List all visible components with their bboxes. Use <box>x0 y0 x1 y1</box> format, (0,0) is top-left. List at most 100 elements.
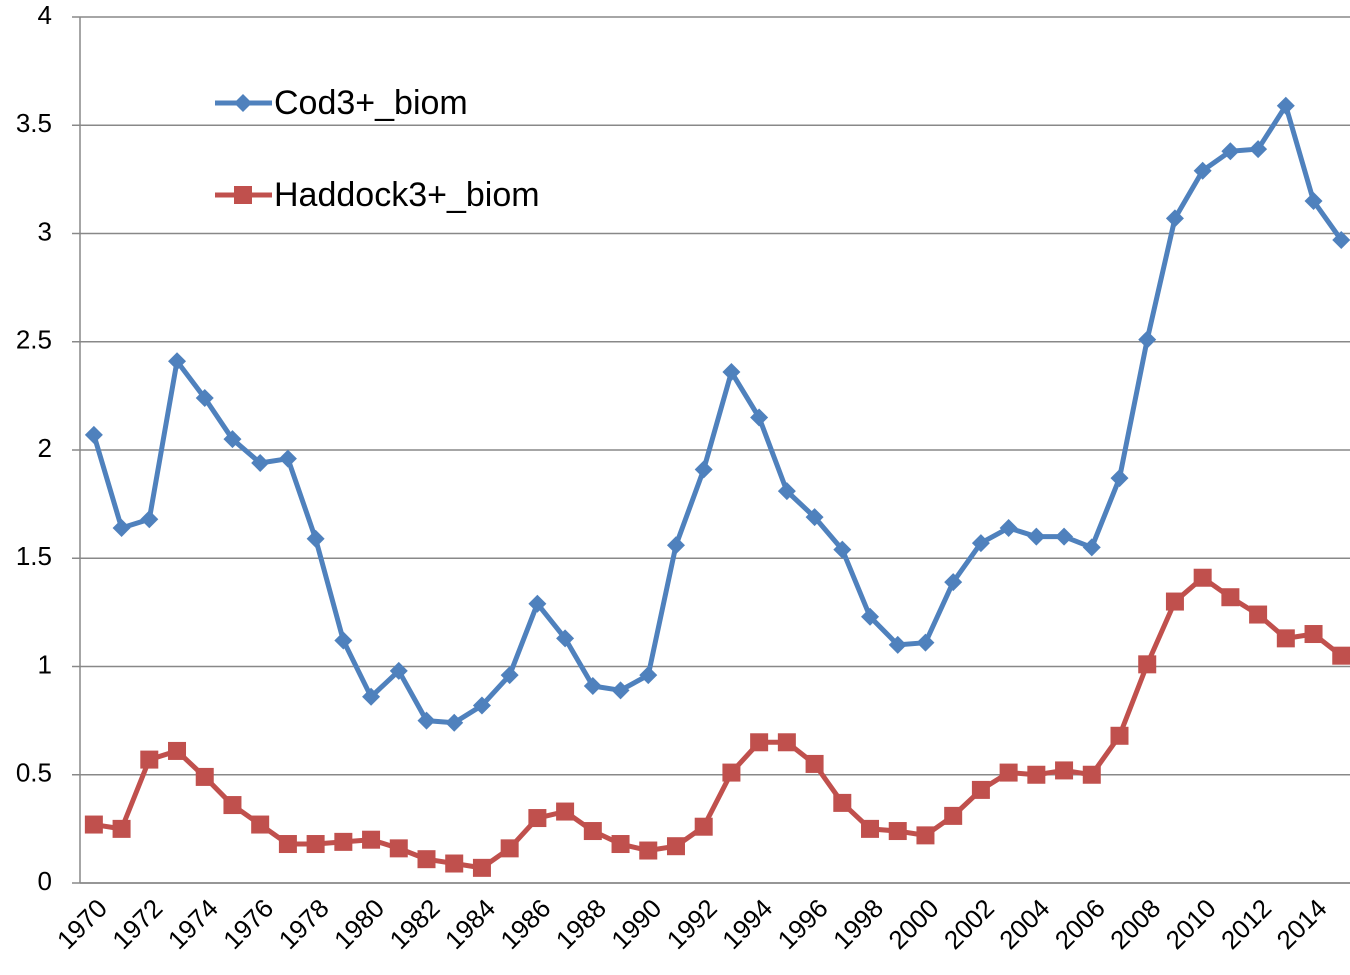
y-tick-label: 0 <box>38 866 52 896</box>
data-point <box>694 460 713 479</box>
y-tick-label: 2 <box>38 433 52 463</box>
data-point <box>223 796 242 815</box>
data-point <box>1027 527 1046 546</box>
data-point <box>1249 605 1268 624</box>
data-point <box>1276 96 1295 115</box>
y-tick-label: 4 <box>38 0 52 30</box>
data-point <box>362 830 381 849</box>
legend-marker <box>234 94 252 112</box>
y-tick-label: 2.5 <box>16 325 52 355</box>
data-point <box>639 666 658 685</box>
data-point <box>334 832 353 851</box>
series-line <box>93 575 1343 871</box>
data-point <box>112 518 131 537</box>
data-point <box>251 453 270 472</box>
y-tick-label: 0.5 <box>16 758 52 788</box>
data-point <box>777 733 796 752</box>
data-point <box>639 841 658 860</box>
data-point <box>722 363 741 382</box>
data-point <box>583 822 602 841</box>
data-point <box>861 607 880 626</box>
x-tick-label: 1984 <box>439 893 501 955</box>
data-point <box>1138 655 1157 674</box>
x-tick-label: 1980 <box>328 893 390 955</box>
data-point <box>389 661 408 680</box>
series-line <box>91 103 1344 726</box>
data-point <box>140 750 159 769</box>
data-point <box>1193 161 1212 180</box>
data-point <box>666 837 685 856</box>
data-point <box>1055 527 1074 546</box>
data-point <box>112 819 131 838</box>
x-tick-label: 2000 <box>882 893 944 955</box>
x-tick-label: 1988 <box>550 893 612 955</box>
data-point <box>805 754 824 773</box>
y-tick-label: 1.5 <box>16 541 52 571</box>
data-point <box>916 826 935 845</box>
data-point <box>334 631 353 650</box>
x-tick-label: 1990 <box>605 893 667 955</box>
data-point <box>1165 592 1184 611</box>
data-point <box>1165 209 1184 228</box>
data-point <box>84 815 103 834</box>
x-tick-label: 1970 <box>51 893 113 955</box>
data-point <box>472 696 491 715</box>
data-point <box>251 815 270 834</box>
y-tick-label: 3.5 <box>16 108 52 138</box>
x-tick-label: 2004 <box>993 893 1055 955</box>
data-point <box>1055 761 1074 780</box>
data-point <box>1138 330 1157 349</box>
data-point <box>971 534 990 553</box>
data-point <box>1304 625 1323 644</box>
x-tick-label: 2006 <box>1049 893 1111 955</box>
data-point <box>971 780 990 799</box>
data-point <box>500 666 519 685</box>
x-tick-label: 1978 <box>273 893 335 955</box>
x-tick-label: 2012 <box>1215 893 1277 955</box>
x-tick-label: 1976 <box>217 893 279 955</box>
data-point <box>1110 726 1129 745</box>
data-point <box>1221 142 1240 161</box>
data-point <box>944 573 963 592</box>
data-point <box>528 809 547 828</box>
x-tick-label: 1994 <box>716 893 778 955</box>
x-tick-label: 1972 <box>106 893 168 955</box>
x-tick-label: 1996 <box>772 893 834 955</box>
data-point <box>140 510 159 529</box>
data-point <box>1332 646 1350 665</box>
data-point <box>417 711 436 730</box>
data-point <box>195 767 214 786</box>
x-tick-label: 1998 <box>827 893 889 955</box>
data-point <box>722 763 741 782</box>
data-point <box>888 822 907 841</box>
data-point <box>861 819 880 838</box>
data-point <box>805 508 824 527</box>
data-point <box>362 687 381 706</box>
legend-label: Haddock3+_biom <box>274 176 540 214</box>
x-tick-label: 2010 <box>1160 893 1222 955</box>
x-tick-label: 2014 <box>1271 893 1333 955</box>
data-point <box>500 839 519 858</box>
data-point <box>528 594 547 613</box>
data-point <box>195 389 214 408</box>
x-tick-label: 2008 <box>1104 893 1166 955</box>
legend: Cod3+_biom Haddock3+_biom <box>215 84 540 214</box>
data-point <box>1193 568 1212 587</box>
data-point <box>999 518 1018 537</box>
data-point <box>556 802 575 821</box>
data-point <box>445 713 464 732</box>
legend-label: Cod3+_biom <box>274 84 468 122</box>
data-point <box>944 806 963 825</box>
data-point <box>278 835 297 854</box>
data-point <box>1082 538 1101 557</box>
data-point <box>445 854 464 873</box>
x-tick-label: 1992 <box>661 893 723 955</box>
x-tick-label: 1982 <box>383 893 445 955</box>
legend-marker <box>234 186 252 204</box>
data-point <box>999 763 1018 782</box>
data-point <box>611 835 630 854</box>
data-point <box>84 425 103 444</box>
data-point <box>777 482 796 501</box>
data-point <box>1082 765 1101 784</box>
data-point <box>223 430 242 449</box>
